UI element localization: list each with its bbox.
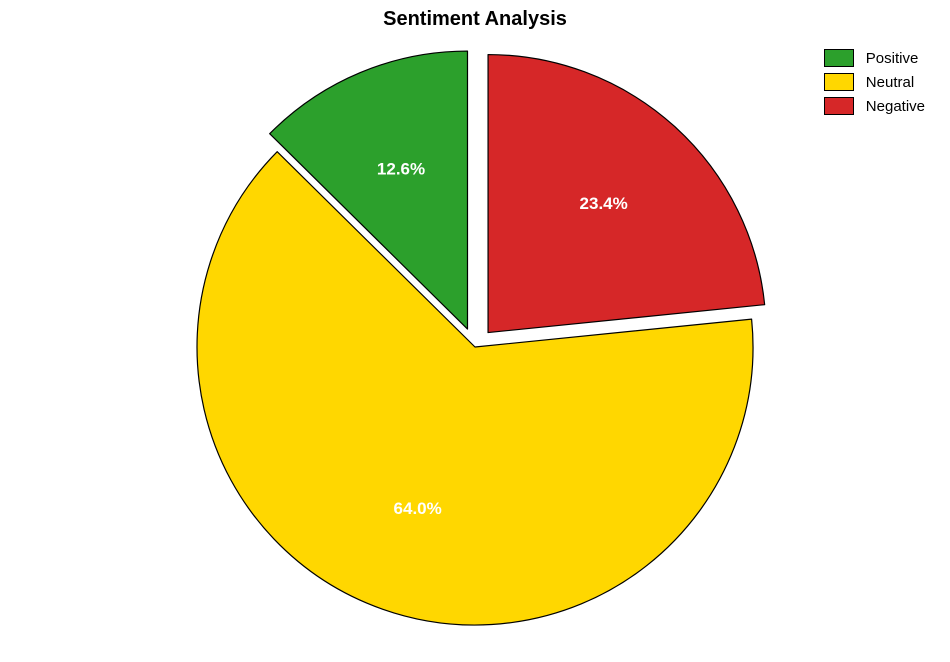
legend-swatch-negative bbox=[824, 97, 854, 115]
legend-swatch-positive bbox=[824, 49, 854, 67]
sentiment-pie-chart: Sentiment Analysis 12.6%64.0%23.4% Posit… bbox=[0, 0, 950, 662]
legend-label-positive: Positive bbox=[866, 50, 919, 67]
pie-label-neutral: 64.0% bbox=[394, 499, 442, 518]
legend-item-positive: Positive bbox=[824, 48, 925, 68]
pie-label-positive: 12.6% bbox=[377, 159, 425, 178]
legend-item-negative: Negative bbox=[824, 96, 925, 116]
legend-label-negative: Negative bbox=[866, 98, 925, 115]
legend-label-neutral: Neutral bbox=[866, 74, 914, 91]
legend-item-neutral: Neutral bbox=[824, 72, 925, 92]
pie-label-negative: 23.4% bbox=[580, 194, 628, 213]
pie-svg: 12.6% 64.0% 23.4% bbox=[0, 0, 950, 662]
legend: Positive Neutral Negative bbox=[824, 48, 925, 120]
legend-swatch-neutral bbox=[824, 73, 854, 91]
